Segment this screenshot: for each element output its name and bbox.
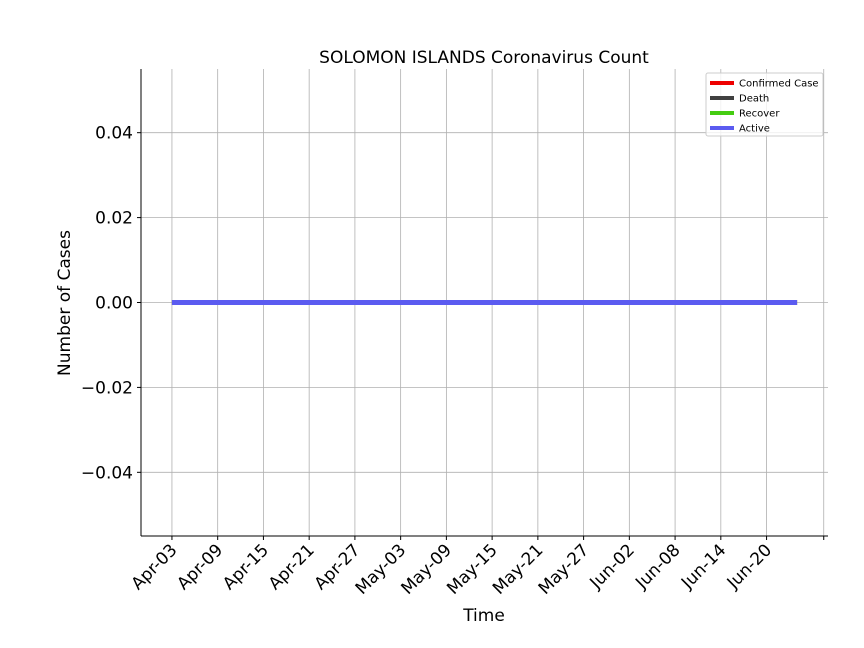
- y-tick-label: −0.02: [81, 378, 133, 398]
- y-tick-label: 0.04: [95, 124, 133, 144]
- x-tick-label: Jun-20: [723, 540, 776, 593]
- x-tick-label: Apr-03: [128, 540, 182, 594]
- legend-label: Death: [739, 94, 769, 105]
- y-tick-label: −0.04: [81, 463, 133, 483]
- x-tick-label: May-03: [352, 540, 410, 598]
- x-tick-label: Jun-02: [586, 540, 639, 593]
- tick-labels: Apr-03Apr-09Apr-15Apr-21Apr-27May-03May-…: [81, 124, 776, 599]
- legend-label: Recover: [739, 109, 780, 120]
- x-tick-label: May-27: [535, 540, 593, 598]
- legend: Confirmed Case Death Recover Active: [705, 72, 824, 137]
- x-axis-label: Time: [462, 606, 505, 626]
- x-tick-label: May-09: [397, 540, 455, 598]
- legend-frame: [705, 72, 824, 137]
- x-tick-label: Apr-15: [219, 540, 273, 594]
- x-tick-label: May-15: [443, 540, 501, 598]
- y-tick-label: 0.02: [95, 209, 133, 229]
- x-tick-label: Jun-14: [677, 540, 730, 593]
- y-tick-label: 0.00: [95, 294, 133, 314]
- chart-title: SOLOMON ISLANDS Coronavirus Count: [319, 48, 649, 68]
- x-tick-label: Apr-09: [173, 540, 227, 594]
- legend-label: Active: [739, 124, 770, 135]
- axes: [137, 69, 828, 540]
- x-tick-label: Jun-08: [631, 540, 684, 593]
- y-axis-label: Number of Cases: [55, 230, 75, 376]
- x-tick-label: May-21: [489, 540, 547, 598]
- x-tick-label: Apr-21: [265, 540, 319, 594]
- legend-label: Confirmed Case: [739, 79, 819, 90]
